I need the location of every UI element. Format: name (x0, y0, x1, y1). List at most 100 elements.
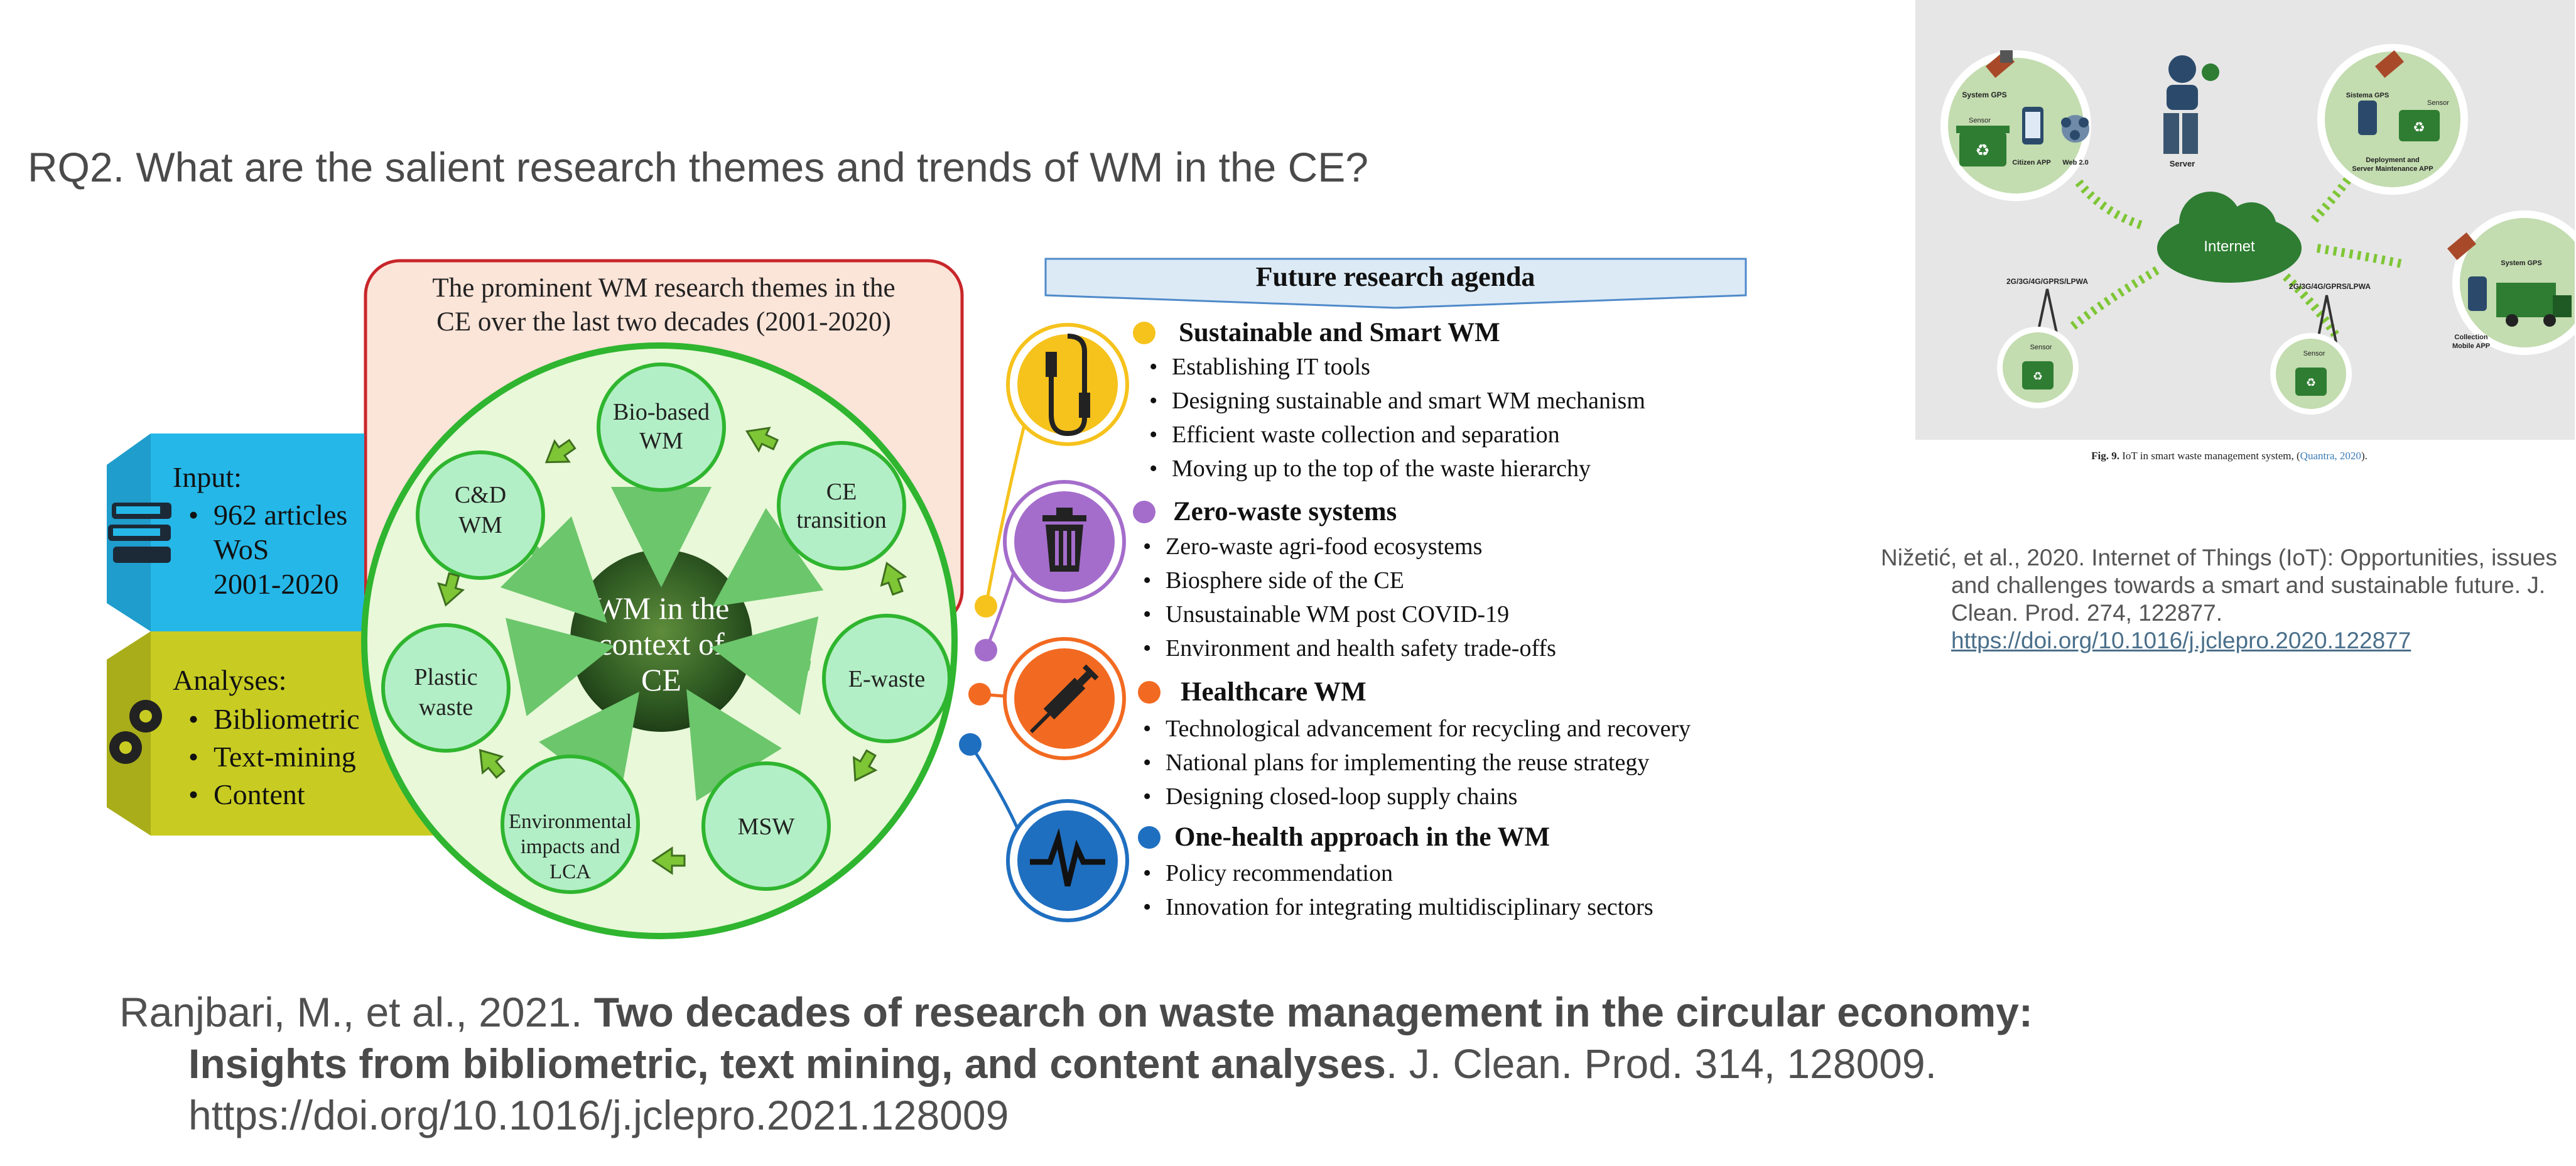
caption-end: ). (2361, 450, 2368, 462)
recycle-bin-icon: ♻ (2399, 110, 2440, 141)
theme-label: C&D (455, 482, 506, 508)
agenda-heading: One-health approach in the WM (1174, 822, 1550, 852)
network-label: 2G/3G/4G/GPRS/LPWA (2006, 277, 2088, 286)
pulse-icon (1006, 799, 1129, 922)
svg-text:♻: ♻ (2413, 119, 2425, 135)
svg-text:•: • (188, 741, 198, 773)
svg-text:•: • (1143, 567, 1151, 594)
analyses-tag (107, 631, 440, 836)
agenda-item: Innovation for integrating multidiscipli… (1166, 894, 1653, 920)
svg-text:•: • (1143, 860, 1151, 886)
iot-figure: Internet Server System GPS ♻ Sensor Citi… (1915, 0, 2575, 440)
caption-fig: Fig. 9. (2091, 450, 2119, 462)
theme-label: impacts and (521, 836, 620, 858)
center-node (570, 550, 752, 732)
theme-label: Plastic (414, 664, 477, 690)
phone-icon (2022, 107, 2043, 144)
collection-label: Collection (2454, 334, 2487, 341)
cycle-arrows (437, 427, 907, 875)
analyses-item: Text-mining (214, 741, 356, 773)
svg-text:•: • (1143, 783, 1151, 810)
theme-label: CE (826, 479, 857, 505)
server-icon: Server (2163, 55, 2219, 168)
cloud-label: Internet (2204, 238, 2255, 255)
sensor-label: Sensor (2030, 344, 2052, 351)
theme-label: WM (639, 428, 683, 454)
web-label: Web 2.0 (2062, 159, 2088, 166)
theme-label: waste (419, 694, 474, 721)
network-label: 2G/3G/4G/GPRS/LPWA (2289, 282, 2371, 291)
trash-icon (1003, 480, 1126, 603)
server-label: Server (2170, 159, 2195, 168)
theme-label: E-waste (848, 666, 925, 692)
center-label-3: CE (641, 662, 681, 697)
theme-label: Environmental (509, 810, 632, 833)
main-reference: Ranjbari, M., et al., 2021. Two decades … (119, 986, 2104, 1141)
svg-text:•: • (1143, 894, 1151, 920)
input-item: WoS (214, 533, 269, 565)
side-reference-link[interactable]: https://doi.org/10.1016/j.jclepro.2020.1… (1951, 628, 2411, 653)
agenda-heading: Healthcare WM (1181, 677, 1366, 707)
svg-text:•: • (1143, 533, 1151, 560)
svg-text:♻: ♻ (1975, 141, 1989, 160)
svg-text:•: • (188, 703, 198, 735)
theme-label: LCA (549, 861, 591, 883)
svg-text:•: • (1143, 749, 1151, 776)
caption-link[interactable]: Quantra, 2020 (2300, 450, 2361, 462)
deployment-label: Server Maintenance APP (2352, 165, 2433, 173)
svg-text:•: • (1143, 716, 1151, 742)
caption-text: IoT in smart waste management system, ( (2119, 450, 2300, 462)
sensor-label: Sensor (2427, 99, 2449, 107)
theme-label: transition (796, 507, 887, 533)
agenda-heading: Zero-waste systems (1173, 497, 1397, 526)
sensor-label: Sensor (1969, 117, 1991, 124)
main-reference-authors: Ranjbari, M., et al., 2021. (119, 989, 594, 1035)
deployment-group: Sistema GPS ♻ Sensor Deployment and Serv… (2317, 44, 2468, 195)
theme-node-cd-wm (416, 450, 545, 580)
svg-text:♻: ♻ (2033, 370, 2043, 383)
gps-label: System GPS (1962, 90, 2006, 99)
center-label-1: WM in the (593, 591, 730, 626)
theme-node-bio-based (597, 362, 726, 492)
recycle-bin-icon (2295, 368, 2327, 396)
citizen-app-label: Citizen APP (2012, 159, 2050, 166)
sensor-node-left: 2G/3G/4G/GPRS/LPWA ♻ Sensor (1997, 277, 2088, 408)
theme-label: Bio-based (613, 399, 710, 425)
phone-icon (2358, 101, 2377, 135)
theme-node-msw (701, 761, 831, 891)
center-label-2: context of (598, 626, 725, 662)
svg-text:•: • (1149, 388, 1157, 414)
svg-text:•: • (1149, 455, 1157, 482)
web-icon (2061, 115, 2089, 143)
syringe-icon (1003, 637, 1126, 760)
agenda-item: Moving up to the top of the waste hierar… (1172, 455, 1591, 482)
phone-icon (2468, 276, 2487, 311)
agenda-item: Biosphere side of the CE (1166, 567, 1404, 594)
citizen-group: System GPS ♻ Sensor Citizen APP Web 2.0 (1940, 50, 2091, 201)
svg-text:♻: ♻ (2306, 376, 2316, 389)
agenda-item: Designing sustainable and smart WM mecha… (1172, 388, 1645, 414)
gps-label: System GPS (2501, 259, 2541, 267)
satellite-icon (2447, 232, 2477, 261)
recycle-bin-icon (2022, 361, 2054, 390)
svg-text:•: • (1149, 354, 1157, 380)
main-reference-rest: . J. Clean. Prod. 314, 128009. https://d… (188, 1040, 1937, 1138)
satellite-icon (1985, 50, 2015, 79)
side-reference: Nižetić, et al., 2020. Internet of Thing… (1881, 544, 2576, 655)
agenda-item: Unsustainable WM post COVID-19 (1166, 601, 1509, 628)
analyses-label: Analyses: (173, 664, 286, 696)
satellite-icon (2374, 50, 2405, 79)
theme-label: MSW (738, 814, 795, 840)
analyses-item: Content (214, 778, 305, 810)
themes-box-title-1: The prominent WM research themes in the (432, 273, 895, 303)
input-tag (107, 433, 364, 631)
svg-text:•: • (1143, 601, 1151, 628)
input-item: 2001-2020 (214, 568, 338, 600)
cloud-icon: Internet (2157, 192, 2302, 283)
agenda-item: Technological advancement for recycling … (1166, 716, 1691, 742)
agenda-item: Environment and health safety trade-offs (1166, 635, 1556, 662)
agenda-heading: Sustainable and Smart WM (1179, 318, 1500, 347)
themes-box-title-2: CE over the last two decades (2001-2020) (436, 307, 891, 337)
agenda-item: Zero-waste agri-food ecosystems (1166, 533, 1482, 560)
